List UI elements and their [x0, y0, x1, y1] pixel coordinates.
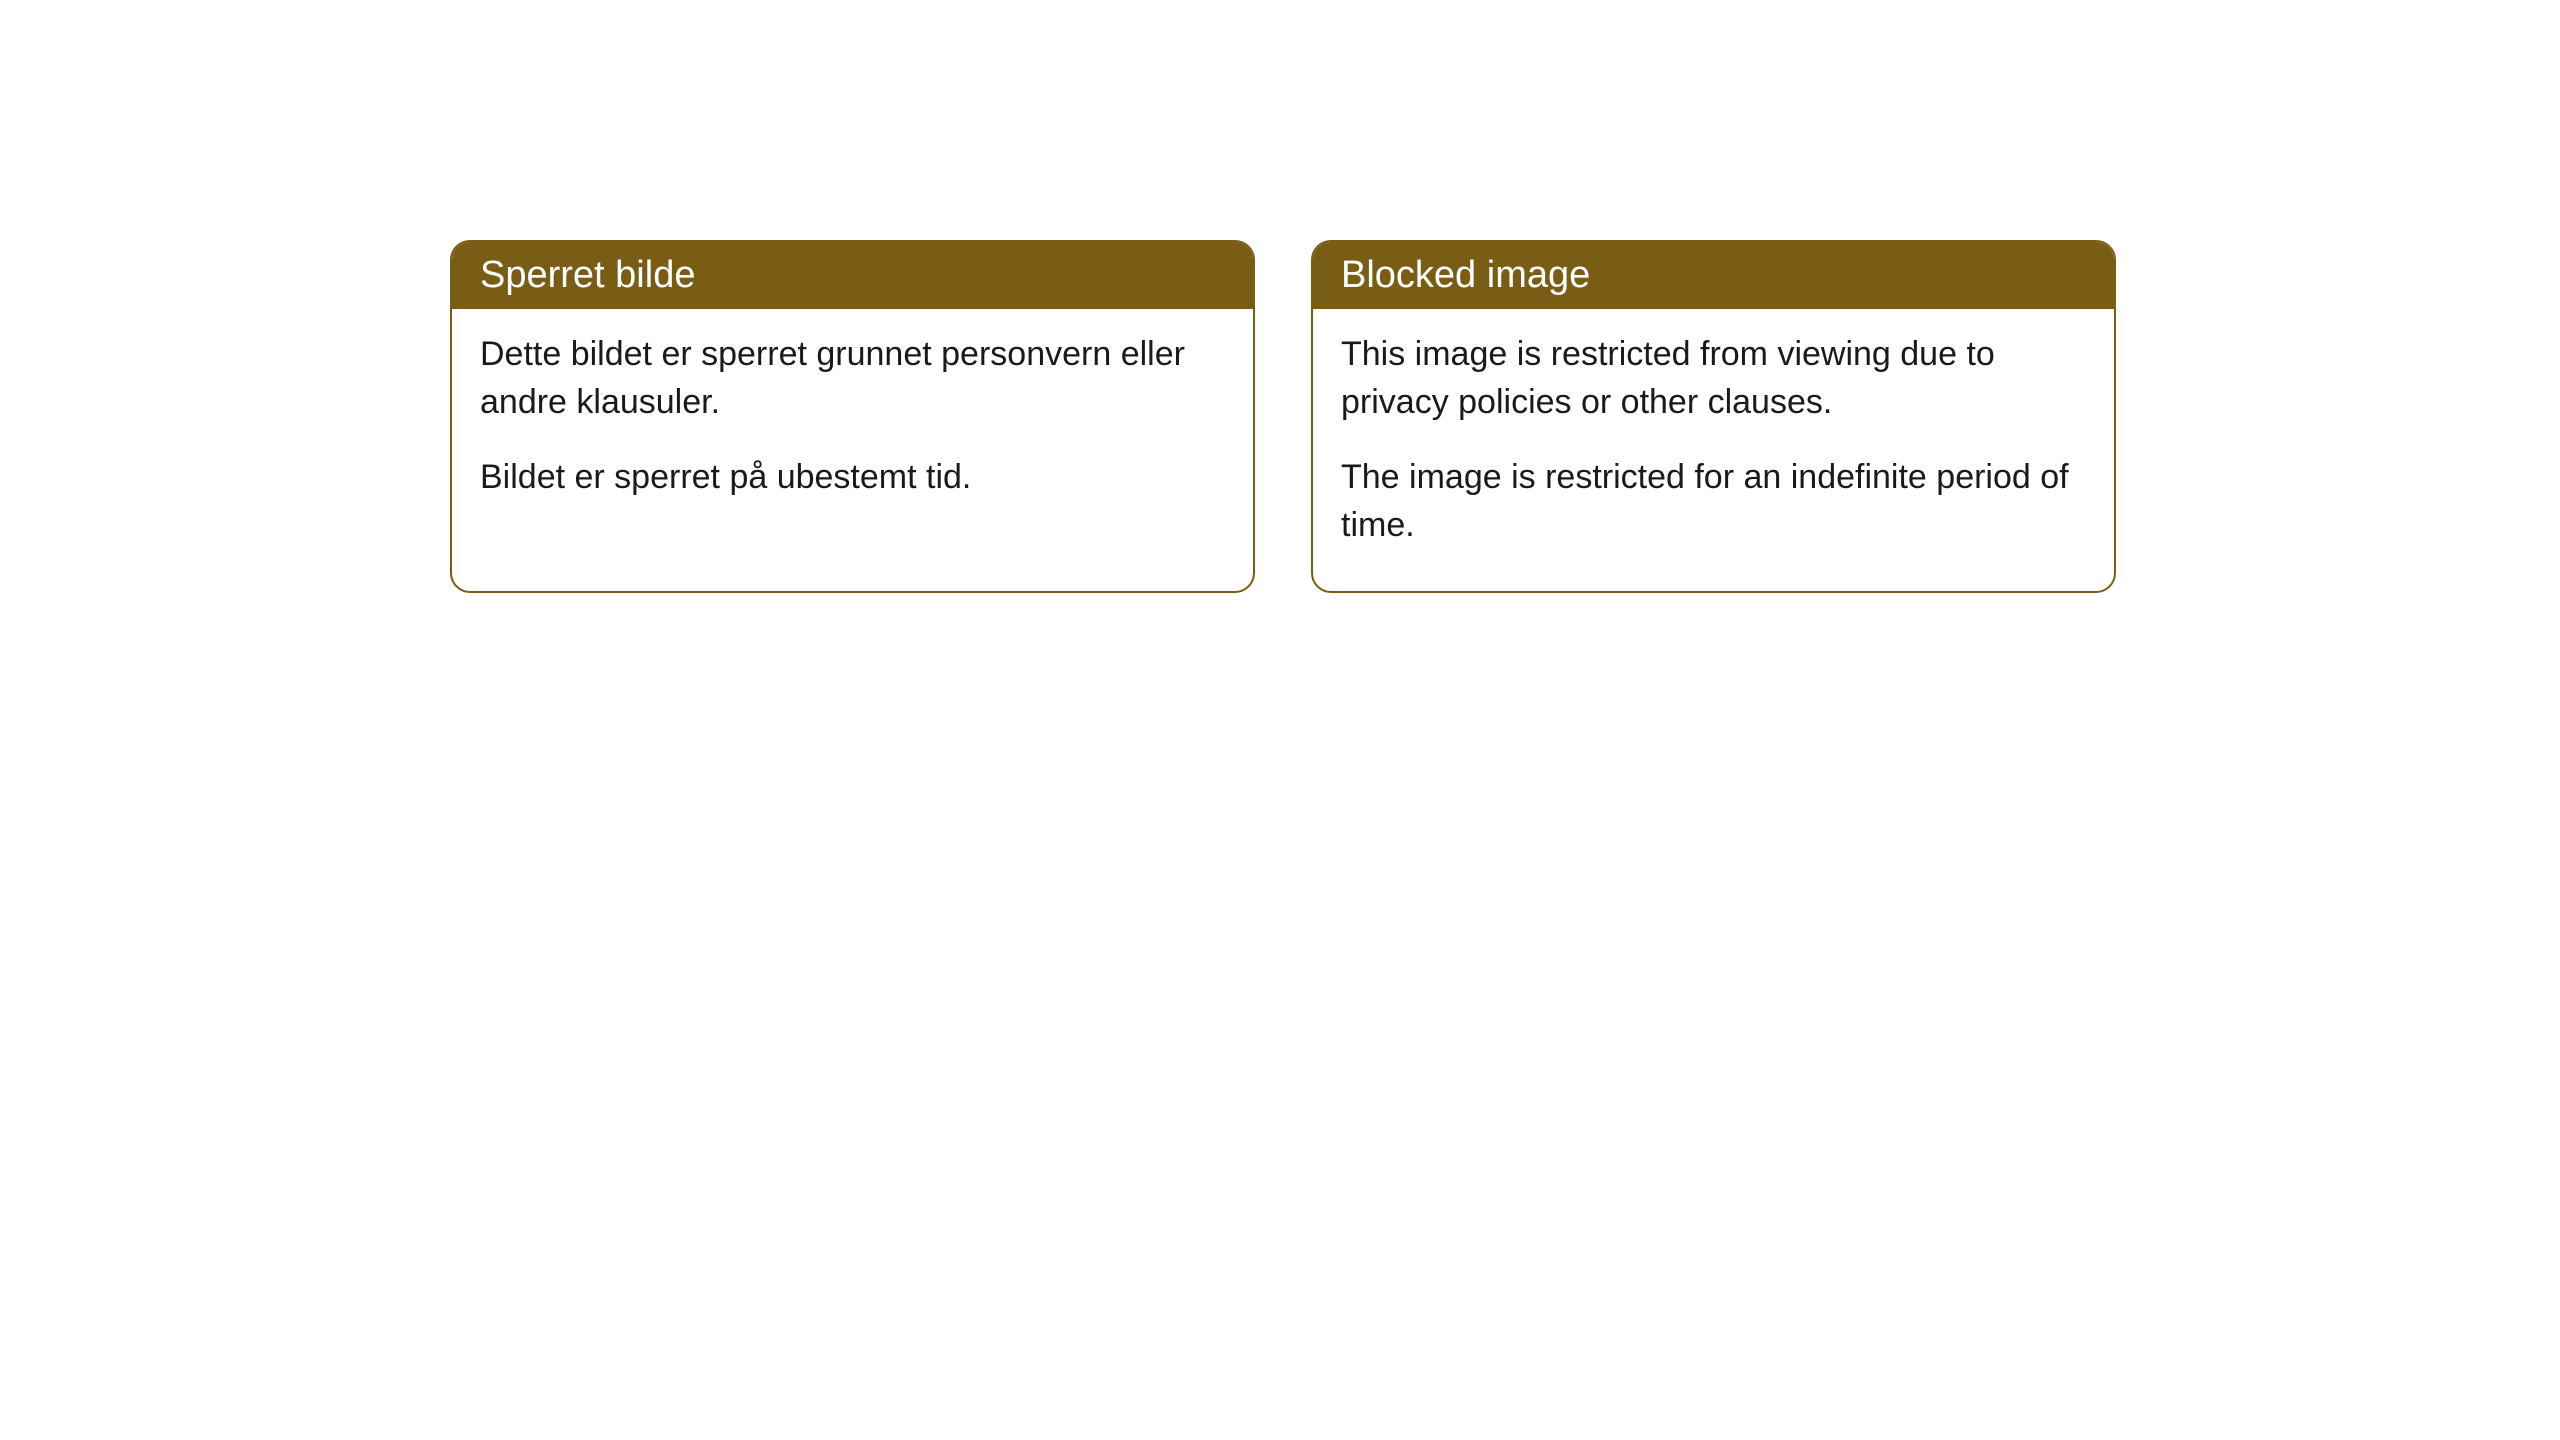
notice-body-english: This image is restricted from viewing du…: [1313, 309, 2114, 591]
notice-title: Sperret bilde: [480, 254, 695, 296]
notice-paragraph-2: The image is restricted for an indefinit…: [1341, 454, 2086, 549]
notice-title: Blocked image: [1341, 254, 1590, 296]
notice-card-norwegian: Sperret bilde Dette bildet er sperret gr…: [450, 240, 1255, 593]
notice-paragraph-1: Dette bildet er sperret grunnet personve…: [480, 331, 1225, 426]
notice-paragraph-1: This image is restricted from viewing du…: [1341, 331, 2086, 426]
notice-header-norwegian: Sperret bilde: [452, 242, 1253, 309]
notice-container: Sperret bilde Dette bildet er sperret gr…: [0, 0, 2560, 593]
notice-card-english: Blocked image This image is restricted f…: [1311, 240, 2116, 593]
notice-paragraph-2: Bildet er sperret på ubestemt tid.: [480, 454, 1225, 502]
notice-body-norwegian: Dette bildet er sperret grunnet personve…: [452, 309, 1253, 544]
notice-header-english: Blocked image: [1313, 242, 2114, 309]
